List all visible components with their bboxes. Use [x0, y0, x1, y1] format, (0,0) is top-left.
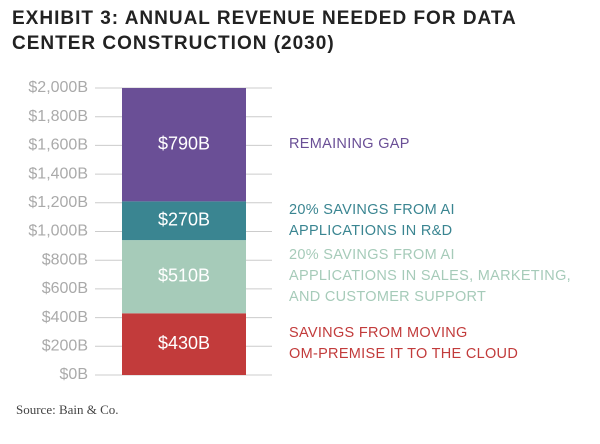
legend-entry: SAVINGS FROM MOVING OM-PREMISE IT TO THE…	[289, 325, 519, 363]
y-tick-label: $400B	[42, 309, 88, 326]
chart-title: EXHIBIT 3: ANNUAL REVENUE NEEDED FOR DAT…	[12, 8, 517, 54]
y-tick-label: $1,600B	[28, 137, 88, 154]
y-tick-label: $2,000B	[28, 79, 88, 96]
y-tick-label: $1,200B	[28, 194, 88, 211]
legend-entry: 20% SAVINGS FROM AI APPLICATIONS IN SALE…	[289, 247, 571, 306]
y-tick-label: $1,800B	[28, 108, 88, 125]
bar-segment	[122, 88, 246, 202]
y-tick-label: $0B	[60, 366, 88, 383]
data-label: $510B	[158, 265, 210, 285]
y-tick-label: $1,400B	[28, 165, 88, 182]
legend-entry: 20% SAVINGS FROM AI APPLICATIONS IN R&D	[289, 201, 455, 239]
y-tick-label: $800B	[42, 251, 88, 268]
data-label: $790B	[158, 133, 210, 153]
y-tick-label: $600B	[42, 280, 88, 297]
bar-segment	[122, 313, 246, 375]
source-note: Source: Bain & Co.	[16, 402, 119, 417]
data-label: $270B	[158, 209, 210, 229]
y-tick-label: $200B	[42, 338, 88, 355]
bar-segment	[122, 240, 246, 314]
data-label: $430B	[158, 333, 210, 353]
bar-segment	[122, 201, 246, 241]
y-tick-label: $1,000B	[28, 223, 88, 240]
legend-entry: REMAINING GAP	[289, 136, 410, 153]
